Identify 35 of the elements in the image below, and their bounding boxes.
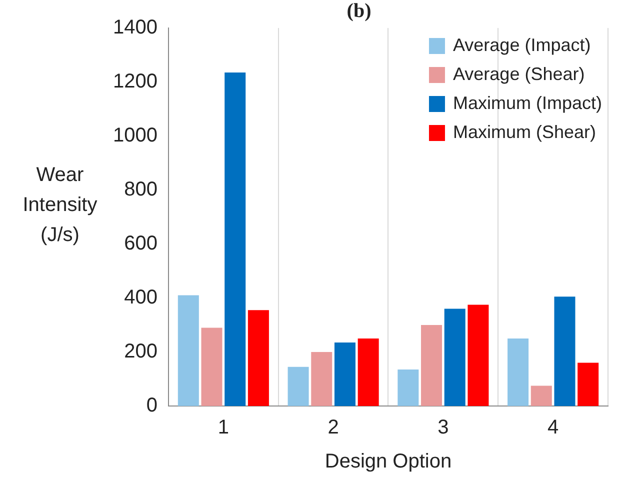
legend-label: Maximum (Shear) <box>452 122 596 142</box>
legend-label: Maximum (Impact) <box>452 92 602 113</box>
bar <box>468 304 489 406</box>
y-tick-label: 0 <box>146 394 158 417</box>
bar <box>248 310 269 406</box>
y-tick-label: 600 <box>124 232 158 255</box>
y-tick-label: 400 <box>124 286 158 309</box>
x-tick-label: 3 <box>438 416 449 439</box>
bar <box>178 295 199 406</box>
bar <box>508 338 529 406</box>
bar <box>288 366 309 406</box>
y-axis-title: Wear Intensity (J/s) <box>22 163 98 248</box>
bar <box>554 296 576 406</box>
bar <box>201 328 222 406</box>
legend-label: Average (Shear) <box>452 64 585 84</box>
y-tick-label: 800 <box>124 178 158 201</box>
y-tick-label: 200 <box>124 340 158 363</box>
bar <box>311 352 332 406</box>
x-tick-label: 1 <box>218 416 229 439</box>
x-tick-label: 2 <box>328 416 339 439</box>
y-tick-label: 1400 <box>112 16 158 39</box>
bar <box>334 342 356 406</box>
y-tick-label: 1200 <box>112 70 158 93</box>
chart-title: (b) <box>346 0 372 22</box>
legend-label: Average (Impact) <box>452 34 591 55</box>
y-tick-label: 1000 <box>112 124 158 147</box>
bar <box>224 72 246 406</box>
bar <box>444 308 466 406</box>
bar <box>358 338 379 406</box>
bar <box>398 370 419 406</box>
bar <box>578 362 599 406</box>
bar <box>530 386 552 406</box>
bar <box>421 325 442 406</box>
x-axis-title: Design Option <box>324 450 452 473</box>
x-tick-label: 4 <box>548 416 559 439</box>
